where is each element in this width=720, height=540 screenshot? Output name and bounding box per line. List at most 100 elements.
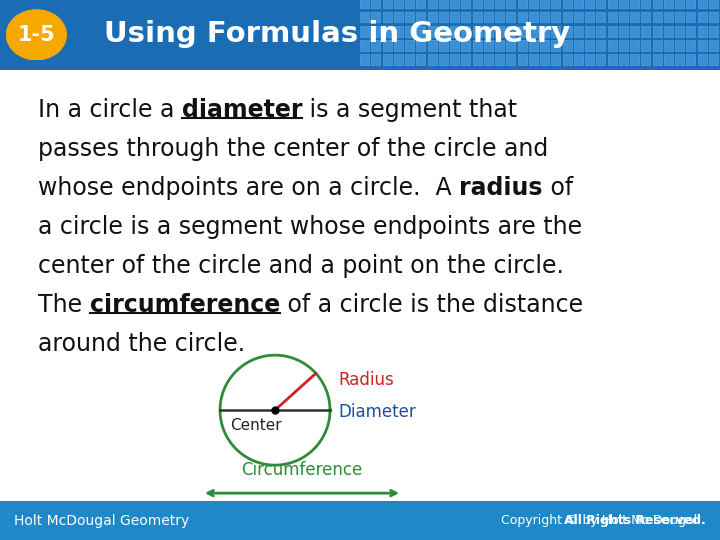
Bar <box>552 26 560 37</box>
Bar <box>552 12 560 23</box>
Bar <box>518 26 527 37</box>
Bar <box>585 26 594 37</box>
Bar <box>360 12 369 23</box>
Bar <box>462 12 470 23</box>
Bar <box>428 0 437 9</box>
Bar <box>462 0 470 9</box>
Bar <box>608 55 617 65</box>
Bar <box>596 40 606 51</box>
Bar <box>372 0 380 9</box>
Bar <box>382 40 392 51</box>
Bar <box>528 55 538 65</box>
Bar <box>652 40 662 51</box>
Text: of: of <box>543 176 573 200</box>
Bar <box>630 26 639 37</box>
Bar <box>518 40 527 51</box>
Bar <box>462 55 470 65</box>
Bar <box>675 40 684 51</box>
Text: Circumference: Circumference <box>241 461 363 479</box>
Bar <box>372 12 380 23</box>
Text: Holt McDougal Geometry: Holt McDougal Geometry <box>14 514 189 528</box>
Bar <box>394 26 403 37</box>
Bar <box>372 40 380 51</box>
Bar <box>686 40 696 51</box>
Bar <box>675 26 684 37</box>
Bar <box>372 26 380 37</box>
Bar <box>382 26 392 37</box>
Bar <box>708 26 718 37</box>
Bar <box>405 40 414 51</box>
Bar <box>708 55 718 65</box>
Bar <box>372 55 380 65</box>
Bar <box>562 55 572 65</box>
Bar <box>630 0 639 9</box>
Bar <box>652 12 662 23</box>
Bar <box>698 12 707 23</box>
Bar <box>428 55 437 65</box>
Bar <box>585 12 594 23</box>
Bar <box>360 55 369 65</box>
Bar <box>382 12 392 23</box>
Bar <box>416 55 426 65</box>
Bar <box>394 40 403 51</box>
Bar <box>574 12 583 23</box>
Text: 1-5: 1-5 <box>17 25 55 45</box>
Text: is a segment that: is a segment that <box>302 98 518 122</box>
Bar <box>652 0 662 9</box>
Bar <box>506 26 516 37</box>
Bar <box>664 26 673 37</box>
Text: around the circle.: around the circle. <box>38 332 245 356</box>
Bar <box>552 55 560 65</box>
Text: a circle is a segment whose endpoints are the: a circle is a segment whose endpoints ar… <box>38 215 582 239</box>
Bar <box>686 26 696 37</box>
Bar <box>405 12 414 23</box>
Bar <box>438 0 448 9</box>
Bar <box>664 0 673 9</box>
Bar <box>472 55 482 65</box>
Bar <box>450 40 459 51</box>
Bar <box>708 12 718 23</box>
Bar <box>506 12 516 23</box>
Bar <box>664 12 673 23</box>
Bar <box>462 26 470 37</box>
Bar <box>405 55 414 65</box>
Bar <box>484 26 493 37</box>
Bar <box>708 40 718 51</box>
Text: Radius: Radius <box>338 371 394 389</box>
Bar <box>630 55 639 65</box>
Bar <box>484 12 493 23</box>
Bar <box>382 55 392 65</box>
Bar <box>428 12 437 23</box>
Text: diameter: diameter <box>182 98 302 122</box>
Bar <box>540 0 549 9</box>
Bar <box>642 40 650 51</box>
Bar <box>675 12 684 23</box>
Bar <box>506 55 516 65</box>
Bar <box>642 12 650 23</box>
Bar <box>618 55 628 65</box>
Bar <box>608 0 617 9</box>
Bar <box>630 40 639 51</box>
Text: Center: Center <box>230 418 282 433</box>
Bar <box>596 12 606 23</box>
Text: All Rights Reserved.: All Rights Reserved. <box>564 514 706 527</box>
Text: The: The <box>38 293 89 317</box>
Bar <box>642 26 650 37</box>
Bar <box>484 55 493 65</box>
Bar <box>552 0 560 9</box>
Text: In a circle a: In a circle a <box>38 98 182 122</box>
Bar <box>642 0 650 9</box>
Bar <box>574 40 583 51</box>
Bar <box>642 55 650 65</box>
Bar <box>495 40 504 51</box>
Bar <box>528 26 538 37</box>
Bar <box>562 0 572 9</box>
Bar <box>585 55 594 65</box>
Bar <box>698 55 707 65</box>
Bar <box>698 40 707 51</box>
Bar <box>450 0 459 9</box>
Bar <box>574 26 583 37</box>
Bar <box>664 55 673 65</box>
Bar <box>394 12 403 23</box>
Text: center of the circle and a point on the circle.: center of the circle and a point on the … <box>38 254 564 278</box>
